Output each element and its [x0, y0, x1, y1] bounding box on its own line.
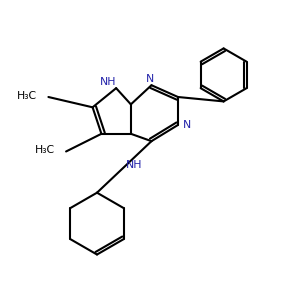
Text: NH: NH: [100, 77, 116, 87]
Text: NH: NH: [126, 160, 143, 170]
Text: N: N: [183, 120, 191, 130]
Text: H₃C: H₃C: [17, 91, 37, 100]
Text: N: N: [146, 74, 154, 84]
Text: H₃C: H₃C: [35, 145, 55, 155]
